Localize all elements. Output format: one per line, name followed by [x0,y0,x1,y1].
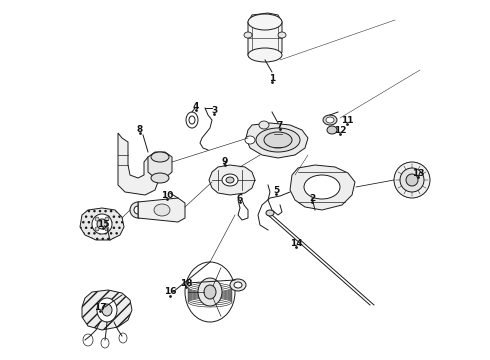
Text: 2: 2 [309,194,315,202]
Polygon shape [148,152,172,178]
Ellipse shape [259,121,269,129]
Polygon shape [118,133,170,195]
Text: 16: 16 [164,288,176,297]
Ellipse shape [151,173,169,183]
Ellipse shape [134,206,142,214]
Ellipse shape [222,174,238,186]
Ellipse shape [394,162,430,198]
Ellipse shape [323,115,337,125]
Ellipse shape [97,219,107,229]
Ellipse shape [326,117,334,123]
Ellipse shape [248,48,282,62]
Ellipse shape [264,132,292,148]
Ellipse shape [230,279,246,291]
Polygon shape [290,165,355,210]
Text: 11: 11 [341,116,353,125]
Text: 8: 8 [137,125,143,134]
Text: 1: 1 [269,73,275,82]
Ellipse shape [234,282,242,288]
Ellipse shape [266,210,274,216]
Text: 12: 12 [334,126,346,135]
Ellipse shape [256,128,300,152]
Ellipse shape [204,285,216,299]
Text: 5: 5 [273,185,279,194]
Ellipse shape [97,298,117,322]
Ellipse shape [151,152,169,162]
Ellipse shape [245,136,255,144]
Ellipse shape [92,214,112,234]
Ellipse shape [130,202,146,218]
Ellipse shape [248,14,282,30]
Polygon shape [82,290,132,330]
Ellipse shape [406,174,418,186]
Text: 13: 13 [412,168,424,177]
Text: 4: 4 [193,102,199,111]
Polygon shape [248,13,282,60]
Text: 9: 9 [222,157,228,166]
Ellipse shape [95,227,99,231]
Polygon shape [246,123,308,158]
Ellipse shape [95,217,99,221]
Ellipse shape [244,32,252,38]
Ellipse shape [105,227,109,231]
Ellipse shape [400,168,424,192]
Ellipse shape [304,175,340,199]
Text: 18: 18 [180,279,192,288]
Text: 15: 15 [97,220,109,229]
Ellipse shape [327,126,337,134]
Ellipse shape [189,116,195,124]
Text: 3: 3 [211,105,217,114]
Ellipse shape [102,304,112,316]
Text: 7: 7 [277,121,283,130]
Text: 10: 10 [161,190,173,199]
Ellipse shape [154,204,170,216]
Ellipse shape [105,217,109,221]
Ellipse shape [198,278,222,306]
Polygon shape [138,198,185,222]
Polygon shape [209,165,255,195]
Text: 6: 6 [237,194,243,202]
Text: 17: 17 [94,302,106,311]
Polygon shape [80,208,124,240]
Text: 14: 14 [290,239,302,248]
Ellipse shape [278,32,286,38]
Ellipse shape [226,177,234,183]
